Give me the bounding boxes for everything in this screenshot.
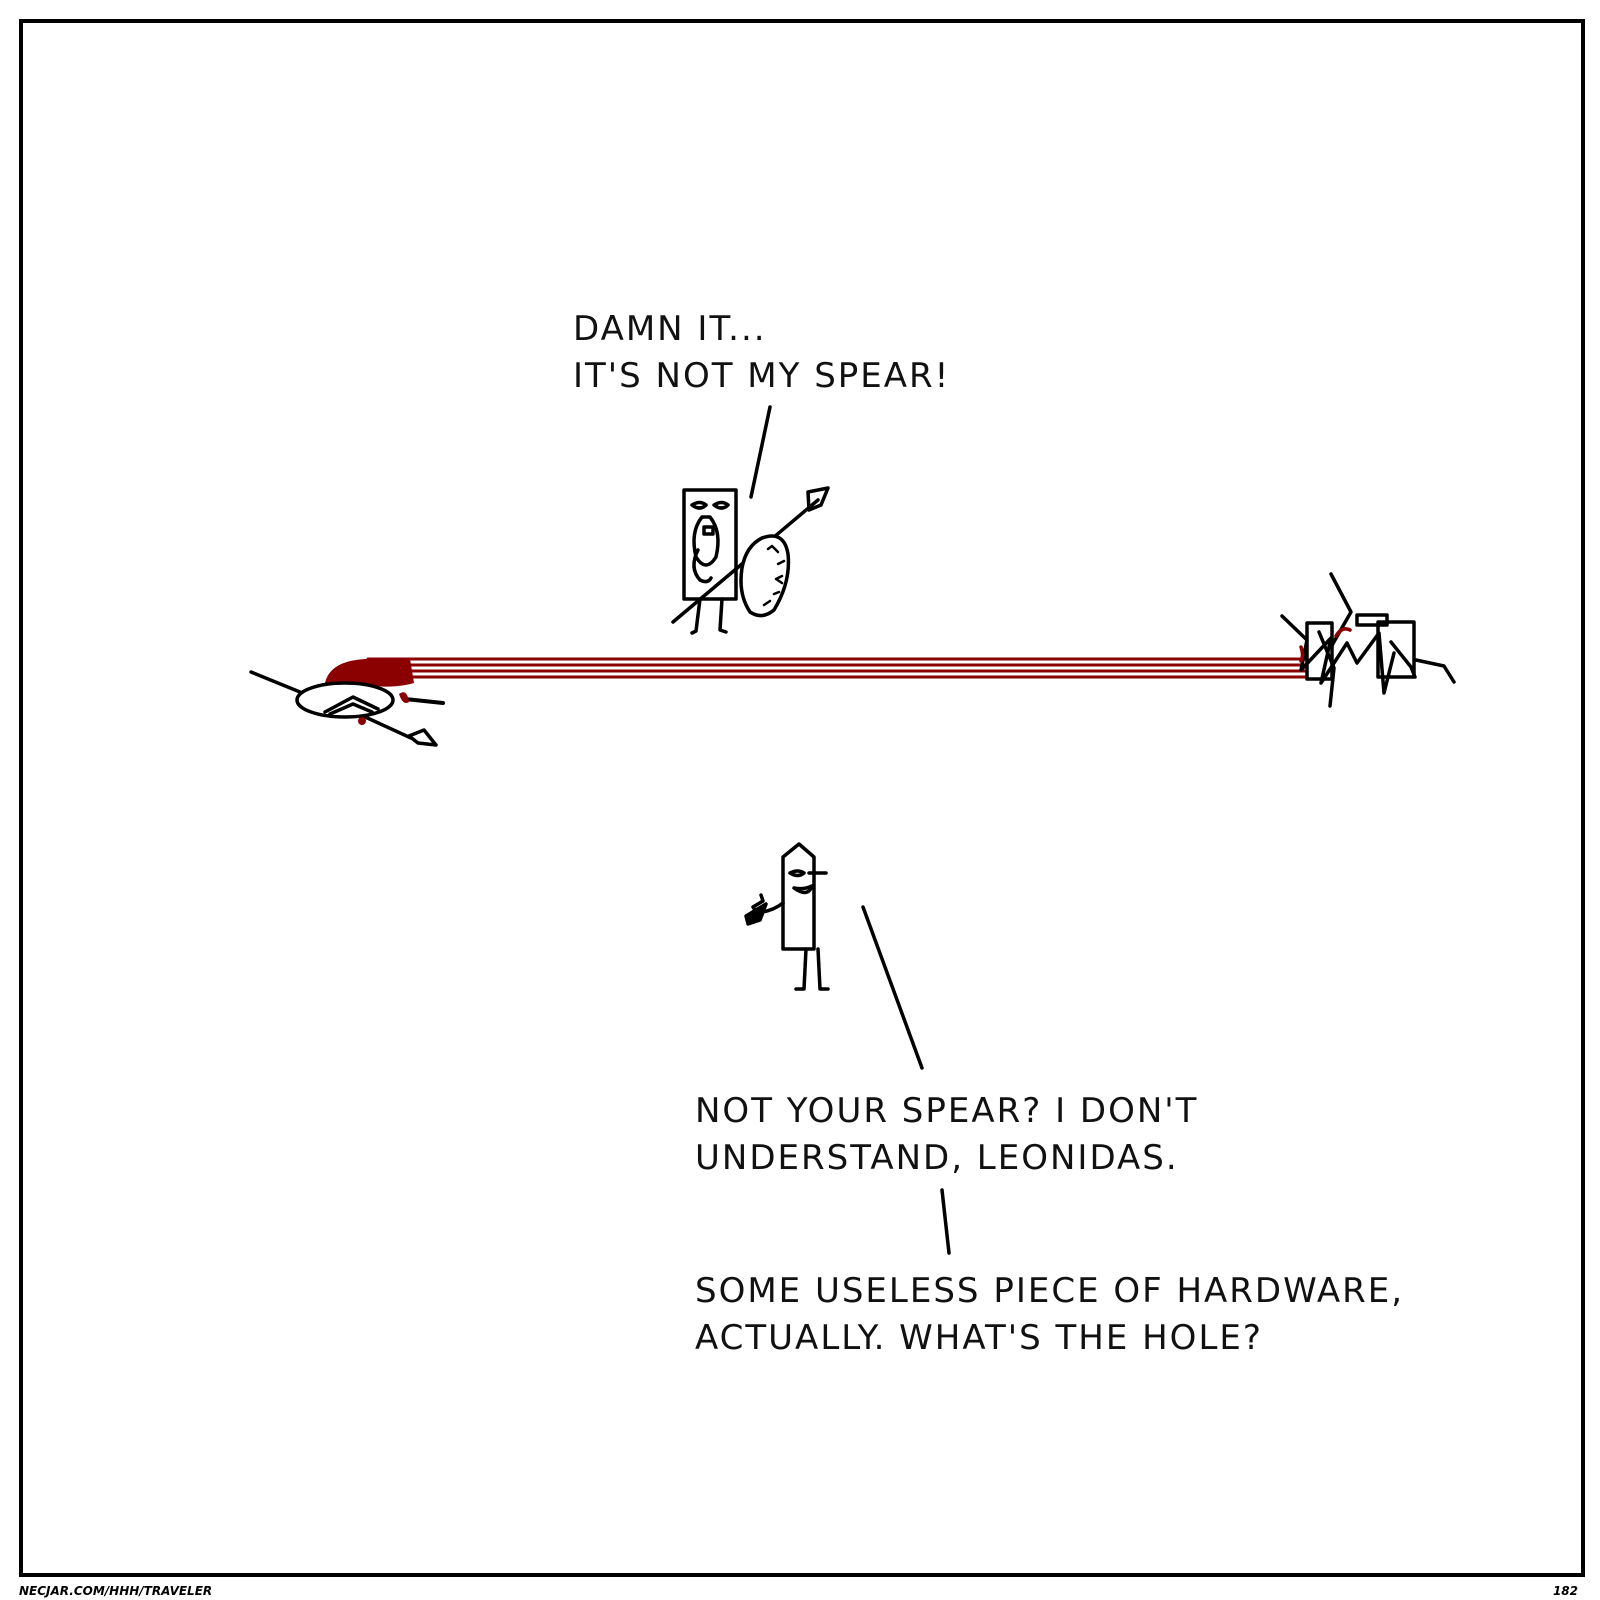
traveler-speech-bubble: NOT YOUR SPEAR? I DON'T UNDERSTAND, LEON…: [695, 1088, 1198, 1182]
footer-site-url: NECJAR.COM/HHH/TRAVELER: [19, 1584, 213, 1598]
footer-page-number: 182: [1552, 1584, 1578, 1598]
speech-line: DAMN IT...: [573, 309, 767, 349]
speech-line: IT'S NOT MY SPEAR!: [573, 356, 951, 396]
bubble-connector: [940, 1188, 951, 1255]
speech-line: SOME USELESS PIECE OF HARDWARE,: [695, 1271, 1405, 1311]
traveler-figure: [744, 842, 924, 1070]
leonidas-reply-bubble: SOME USELESS PIECE OF HARDWARE, ACTUALLY…: [695, 1268, 1404, 1362]
leonidas-figure: [671, 405, 830, 635]
speech-line: ACTUALLY. WHAT'S THE HOLE?: [695, 1318, 1263, 1358]
comic-panel-frame: [19, 19, 1585, 1577]
blood-trail: [366, 657, 1307, 679]
speech-line: NOT YOUR SPEAR? I DON'T: [695, 1091, 1199, 1131]
tangled-soldiers: [1280, 572, 1456, 708]
leonidas-speech-bubble: DAMN IT... IT'S NOT MY SPEAR!: [573, 306, 950, 400]
fallen-soldier: [249, 670, 445, 747]
blood-pool: [325, 659, 414, 687]
speech-line: UNDERSTAND, LEONIDAS.: [695, 1138, 1179, 1178]
